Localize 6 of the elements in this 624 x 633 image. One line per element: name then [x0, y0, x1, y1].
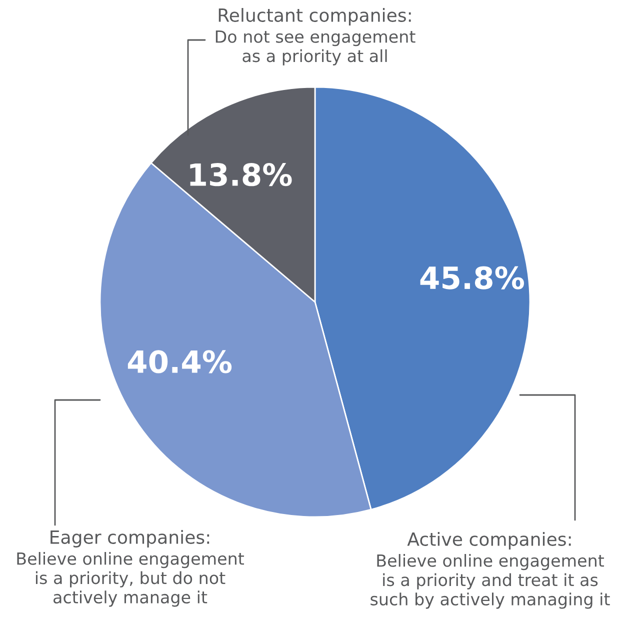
data-label: 13.8%	[190, 163, 292, 186]
data-label: 40.4%	[128, 350, 232, 374]
slice-label: Eager companies: Believe online engagement is a priority, but do not actively manage it	[17, 530, 244, 607]
data-label: 45.8%	[420, 266, 524, 290]
slice-label: Reluctant companies: Do not see engagement as a priority at all	[216, 8, 416, 66]
slice-label: Active companies: Believe online engagement is a priority and treat it as such by actively managing it	[370, 532, 610, 609]
